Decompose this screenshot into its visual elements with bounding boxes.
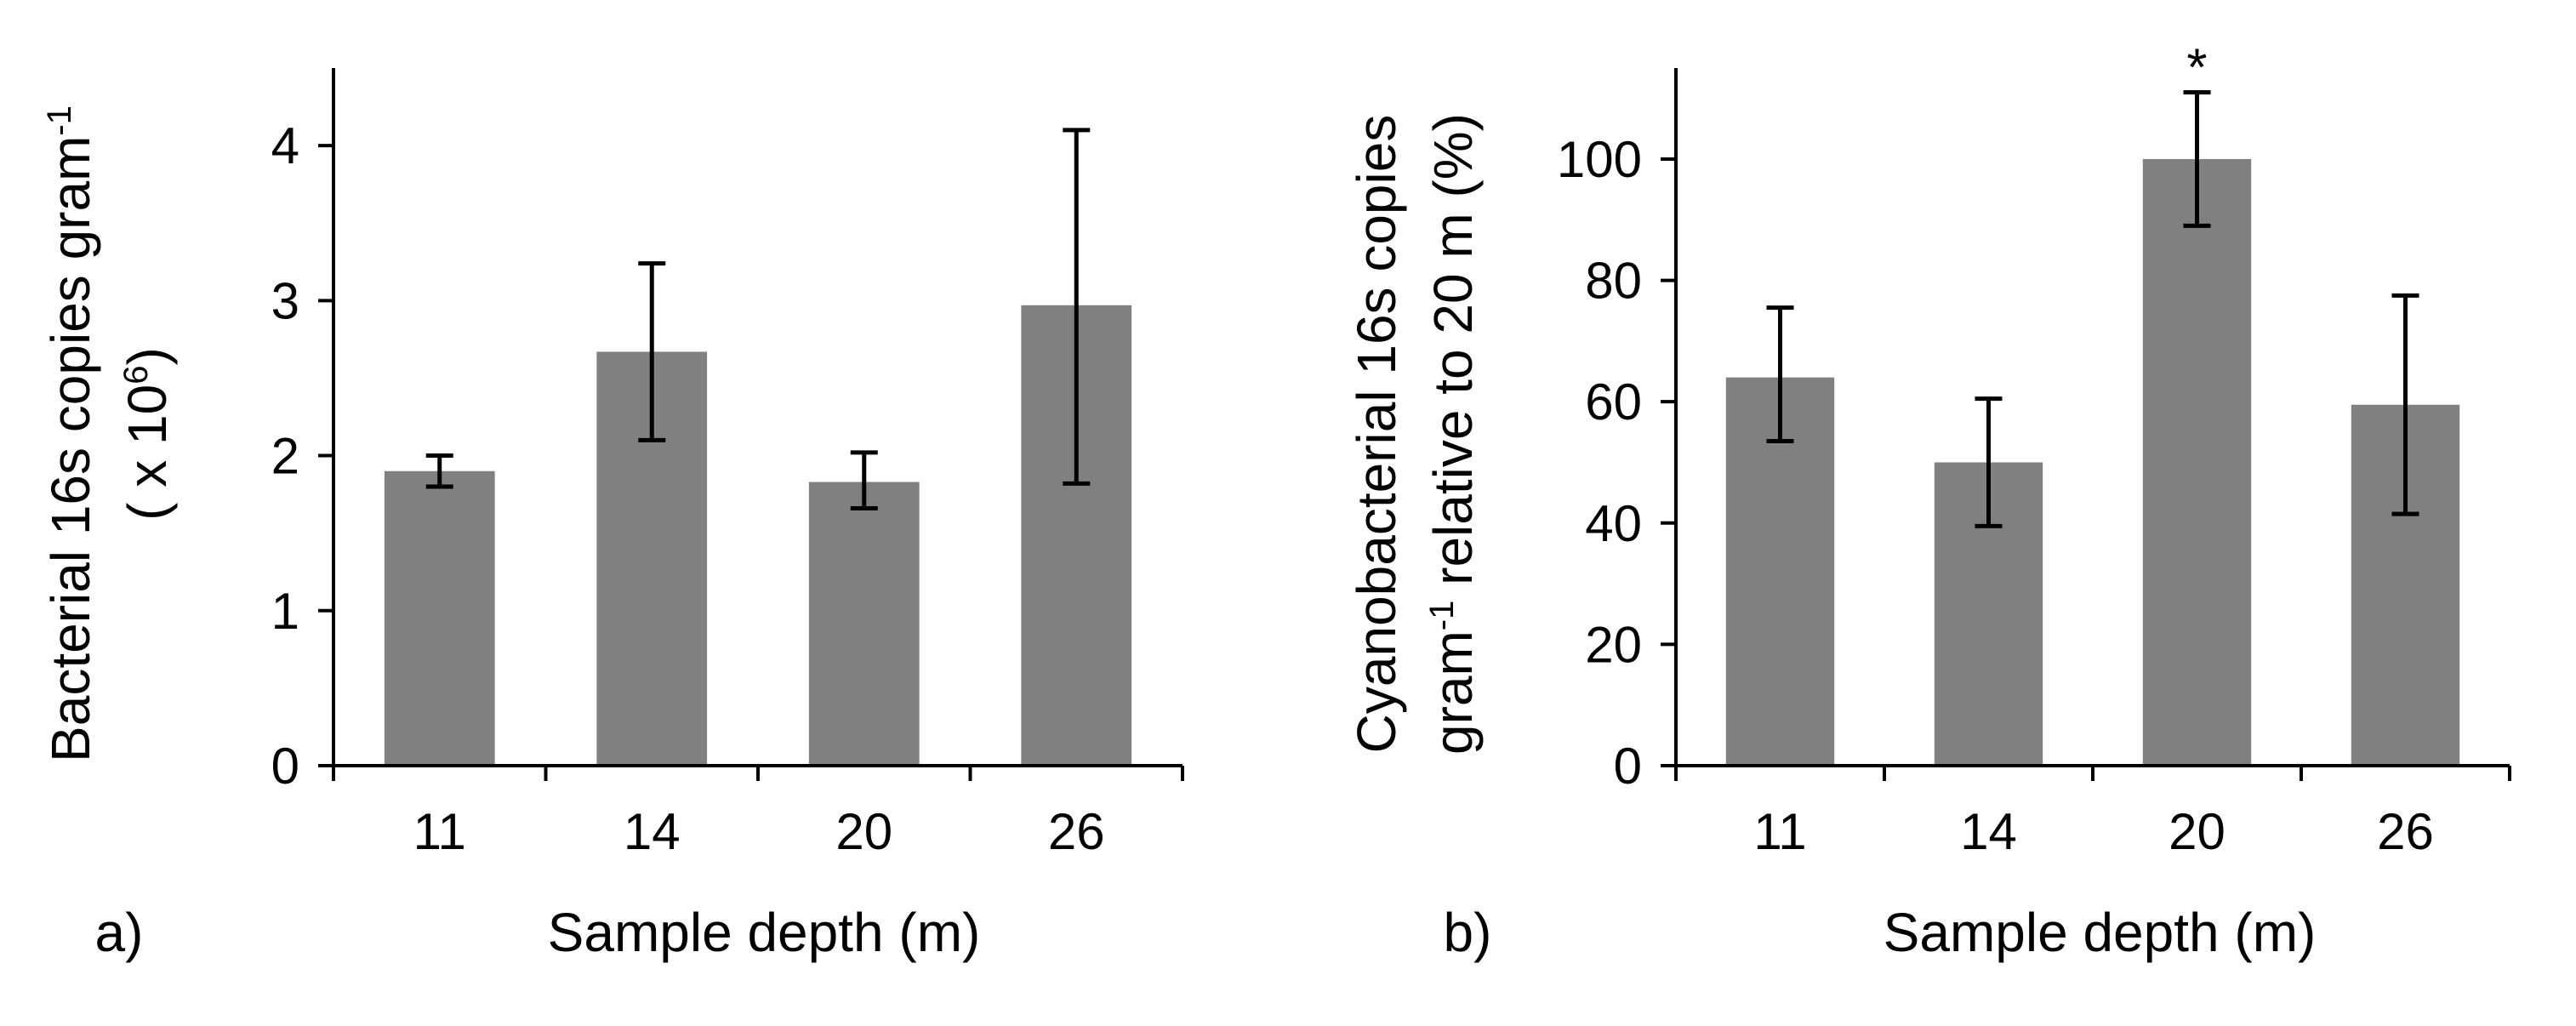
error-bar-11	[1766, 305, 1794, 444]
y-tick-label: 1	[271, 583, 299, 640]
x-tick-label: 11	[413, 803, 466, 860]
y-tick-label: 3	[271, 272, 299, 329]
bar-11	[384, 470, 495, 766]
y-tick-label: 2	[271, 428, 299, 485]
y-tick-label: 0	[271, 738, 299, 795]
error-bar-26	[2391, 293, 2419, 516]
error-bar-26	[1063, 128, 1091, 486]
x-axis-title: Sample depth (m)	[548, 902, 981, 963]
x-tick-label: 20	[835, 803, 892, 860]
error-bar-20	[850, 450, 878, 511]
x-tick-label: 14	[1960, 803, 2017, 860]
panel-a-chart: 0 1 2 3 4 11 14 20 26 Sample depth (m) a) Bacterial…	[40, 68, 1184, 963]
error-bar-11	[425, 453, 453, 489]
x-tick-label: 26	[2377, 803, 2434, 860]
y-axis-title: Cyanobacterial 16s copies gram-1 relative…	[1346, 113, 1484, 755]
panel-b-chart: * 0 20 40 60 80 100 11 14 20 26 Sample depth (m) b) C…	[1346, 39, 2511, 963]
y-axis-title-line: ( x 106)	[117, 347, 178, 521]
y-tick-label: 20	[1585, 616, 1642, 673]
significance-marker: *	[2186, 39, 2207, 98]
error-bar-14	[1975, 396, 2003, 528]
panel-label: a)	[95, 902, 144, 963]
y-tick-label: 4	[271, 117, 299, 174]
y-axis-title-line: gram-1 relative to 20 m (%)	[1422, 113, 1484, 755]
y-axis-title-line: Bacterial 16s copies gram-1	[40, 105, 101, 762]
error-bar-14	[638, 261, 666, 442]
y-tick-label: 80	[1585, 253, 1642, 310]
y-axis-title: Bacterial 16s copies gram-1 ( x 106)	[40, 105, 178, 762]
panel-label: b)	[1444, 902, 1492, 963]
x-tick-label: 14	[624, 803, 681, 860]
y-tick-label: 60	[1585, 373, 1642, 430]
y-tick-label: 100	[1557, 131, 1642, 188]
y-tick-label: 0	[1614, 738, 1642, 795]
x-axis-title: Sample depth (m)	[1884, 902, 2317, 963]
y-axis-title-line: Cyanobacterial 16s copies	[1346, 115, 1407, 754]
y-tick-label: 40	[1585, 495, 1642, 552]
x-tick-label: 26	[1048, 803, 1105, 860]
x-tick-label: 11	[1753, 803, 1806, 860]
error-bar-20	[2183, 90, 2211, 228]
bar-20	[808, 482, 920, 766]
bar-20	[2142, 158, 2252, 766]
x-tick-label: 20	[2169, 803, 2226, 860]
